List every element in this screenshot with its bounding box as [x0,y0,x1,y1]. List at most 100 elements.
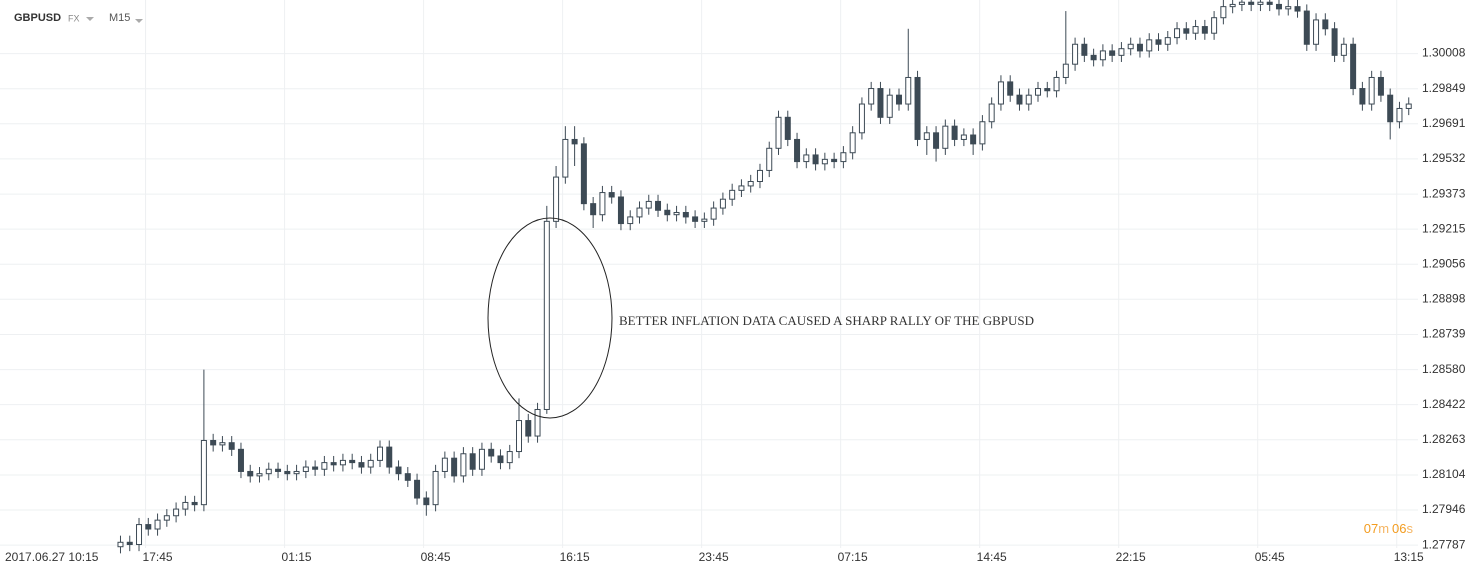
candle-body [803,154,810,163]
candle-body [432,470,439,506]
candle-body [395,466,402,475]
candle-body [1099,50,1106,61]
candle-body [256,473,263,477]
candle-body [497,455,504,464]
candle-body [766,147,773,171]
candle-body [191,501,198,506]
candle-body [1340,43,1347,56]
y-tick-label: 1.28263 [1422,432,1466,446]
candle-body [1146,39,1153,52]
candle-body [673,211,680,216]
candle-body [692,216,699,222]
candle-body [608,192,615,198]
candle-body [367,459,374,468]
y-tick-label: 1.29373 [1422,186,1466,200]
candle-body [664,209,671,216]
candle-body [599,192,606,216]
countdown-seconds: 06 [1392,521,1406,536]
candle-body [423,497,430,506]
candle-body [960,134,967,140]
candle-body [460,453,467,477]
candle-body [1081,43,1088,56]
candle-body [488,448,495,457]
candle-body [895,94,902,105]
candle-body [1174,28,1181,39]
y-tick-label: 1.29691 [1422,116,1466,130]
candle-body [784,116,791,140]
candle-body [1350,43,1357,90]
grid [0,0,1418,548]
candle-body [719,198,726,209]
candle-body [1331,28,1338,56]
countdown-s: s [1407,521,1414,536]
candle-body [265,468,272,475]
y-tick-label: 1.27787 [1422,537,1466,551]
y-tick-label: 1.28898 [1422,291,1466,305]
candle-body [469,453,476,470]
candle-body [376,446,383,461]
start-label: 2017.06.27 10:15 [5,550,99,564]
candle-body [1072,43,1079,65]
candle-body [1405,103,1412,109]
timeframe[interactable]: M15 [109,12,130,24]
candle-body [840,152,847,163]
y-tick-label: 1.28104 [1422,467,1466,481]
x-tick-label: 01:15 [282,550,312,564]
candle-body [877,88,884,118]
candle-body [933,132,940,149]
candle-body [117,541,124,548]
candle-body [543,220,550,410]
candle-body [182,501,189,510]
candle-body [627,216,634,225]
candle-body [868,88,875,105]
y-tick-label: 1.30008 [1422,46,1466,60]
y-tick-label: 1.29532 [1422,151,1466,165]
candle-body [729,189,736,200]
candle-body [738,185,745,191]
candle-body [1229,3,1236,8]
candle-body [1313,19,1320,45]
candles [117,0,1412,554]
candle-body [154,519,161,530]
candle-body [404,473,411,481]
y-tick-label: 1.28422 [1422,397,1466,411]
market[interactable]: FX [68,13,80,23]
candle-body [136,524,143,546]
candle-body [988,103,995,123]
annotation: BETTER INFLATION DATA CAUSED A SHARP RAL… [619,313,1034,328]
x-tick-label: 08:45 [421,550,451,564]
candle-body [284,470,291,475]
candle-body [1044,88,1051,92]
candle-body [312,466,319,470]
candle-body [516,420,523,453]
candle-body [237,448,244,472]
candle-body [590,203,597,216]
candle-body [1266,1,1273,5]
candle-body [1285,6,1292,10]
candle-body [831,158,838,163]
candle-body [1007,81,1014,96]
candle-body [710,207,717,220]
candle-body [339,459,346,466]
x-tick-label: 16:15 [560,550,590,564]
candle-body [1201,26,1208,34]
y-tick-label: 1.27946 [1422,502,1466,516]
y-tick-label: 1.29849 [1422,81,1466,95]
candle-body [747,181,754,187]
highlight-ellipse [487,217,613,419]
candle-body [228,442,235,450]
candle-body [849,132,856,154]
candle-body [1294,6,1301,12]
candle-body [858,103,865,134]
candle-body [942,125,949,149]
candle-body [1211,17,1218,34]
candle-body [775,116,782,149]
candle-body [756,169,763,183]
candle-body [571,138,578,145]
candle-body [1136,43,1143,52]
candle-body [525,420,532,437]
candle-body [451,457,458,477]
candle-body [1035,88,1042,96]
candle-body [553,176,560,222]
symbol[interactable]: GBPUSD [14,12,61,24]
